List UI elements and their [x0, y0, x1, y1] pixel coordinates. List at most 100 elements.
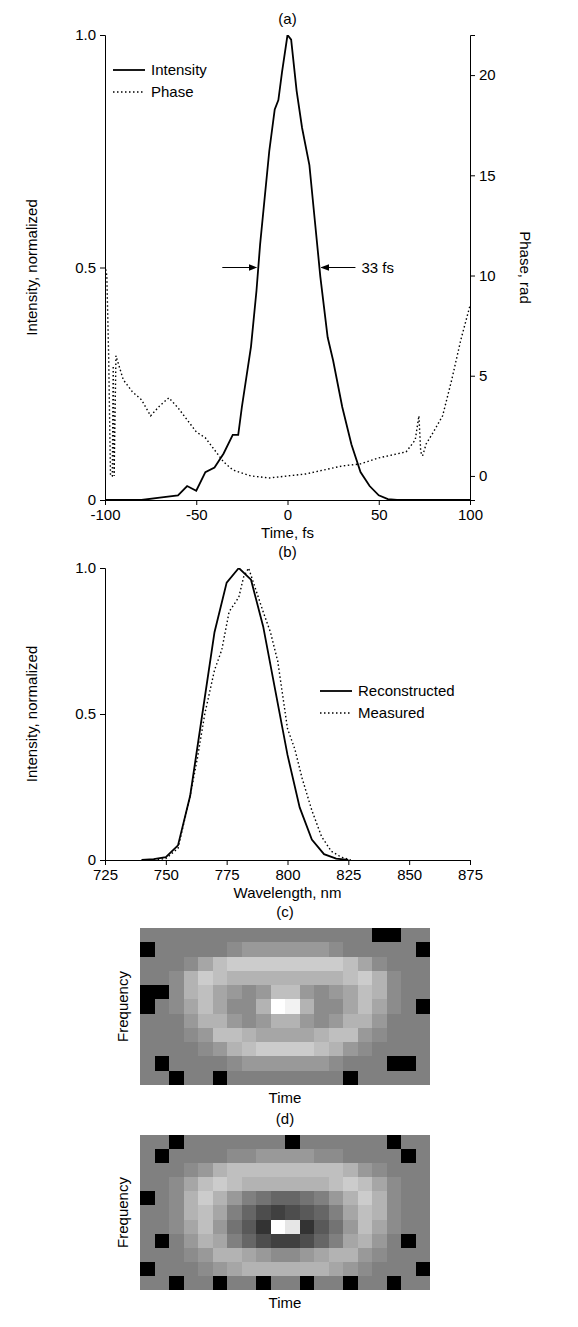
cell	[387, 1220, 402, 1235]
cell	[198, 985, 213, 1000]
cell	[401, 985, 416, 1000]
tick-mark	[100, 35, 105, 36]
cell	[140, 1276, 155, 1290]
cell	[198, 1276, 213, 1290]
plot-area	[142, 568, 351, 860]
cell	[242, 1042, 257, 1057]
cell	[416, 1042, 431, 1057]
cell	[213, 1149, 228, 1164]
cell	[358, 1056, 373, 1071]
cell	[198, 1042, 213, 1057]
cell	[329, 1248, 344, 1263]
legend-label: Measured	[358, 704, 425, 721]
cell	[416, 1177, 431, 1192]
cell	[372, 1149, 387, 1164]
cell	[387, 1163, 402, 1178]
cell	[300, 1014, 315, 1029]
tick-mark	[409, 860, 410, 865]
cell	[416, 985, 431, 1000]
cell	[184, 999, 199, 1014]
cell	[314, 957, 329, 972]
cell	[227, 1248, 242, 1263]
cell	[227, 1163, 242, 1178]
cell	[169, 1149, 184, 1164]
cell	[358, 1248, 373, 1263]
cell	[329, 985, 344, 1000]
cell	[169, 1042, 184, 1057]
legend-label: Intensity	[151, 61, 207, 78]
cell	[140, 1071, 155, 1085]
cell	[155, 1177, 170, 1192]
tick-mark	[470, 376, 475, 377]
cell	[285, 1163, 300, 1178]
cell	[285, 1135, 300, 1150]
cell	[169, 1163, 184, 1178]
cell	[416, 1276, 431, 1290]
cell	[256, 1276, 271, 1290]
cell	[242, 1071, 257, 1085]
cell	[271, 1042, 286, 1057]
cell	[416, 1220, 431, 1235]
cell	[227, 1149, 242, 1164]
cell	[329, 928, 344, 943]
cell	[285, 971, 300, 986]
cell	[155, 1248, 170, 1263]
tick: 20	[470, 66, 496, 83]
tick: 775	[215, 860, 240, 883]
cell	[314, 1071, 329, 1085]
cell	[169, 1234, 184, 1249]
cell	[285, 1262, 300, 1277]
cell	[300, 1163, 315, 1178]
cell	[213, 1262, 228, 1277]
cell	[184, 1071, 199, 1085]
cell	[300, 957, 315, 972]
tick-label: 0	[88, 491, 96, 508]
cell	[256, 1191, 271, 1206]
cell	[358, 1071, 373, 1085]
cell	[372, 1276, 387, 1290]
cell	[358, 957, 373, 972]
cell	[140, 1220, 155, 1235]
cell	[300, 1191, 315, 1206]
cell	[387, 1135, 402, 1150]
tick: 825	[336, 860, 361, 883]
cell	[169, 942, 184, 957]
tick-label: 10	[479, 267, 496, 284]
cell	[314, 1177, 329, 1192]
cell	[169, 1220, 184, 1235]
cell	[401, 1276, 416, 1290]
cell	[198, 1071, 213, 1085]
cell	[155, 999, 170, 1014]
cell	[140, 1248, 155, 1263]
cell	[343, 971, 358, 986]
cell	[358, 1276, 373, 1290]
cell	[314, 1042, 329, 1057]
y-axis-line	[100, 569, 106, 861]
cell	[213, 1028, 228, 1043]
tick-label: 0	[88, 851, 96, 868]
cell	[256, 1149, 271, 1164]
cell	[387, 928, 402, 943]
cell	[358, 1149, 373, 1164]
cell	[169, 1205, 184, 1220]
cell	[213, 1135, 228, 1150]
heatmap	[140, 1135, 430, 1290]
cell	[387, 1149, 402, 1164]
cell	[227, 985, 242, 1000]
cell	[155, 1234, 170, 1249]
cell	[155, 985, 170, 1000]
heatmap	[140, 928, 430, 1085]
cell	[213, 1205, 228, 1220]
x-axis: -100-50050100	[90, 500, 483, 523]
cell	[372, 1135, 387, 1150]
cell	[155, 1262, 170, 1277]
x-axis: 725750775800825850875	[93, 860, 483, 883]
cell	[300, 1056, 315, 1071]
cell	[184, 1135, 199, 1150]
cell	[184, 928, 199, 943]
cell	[140, 1149, 155, 1164]
cell	[271, 999, 286, 1014]
cell	[155, 1014, 170, 1029]
cell	[372, 1220, 387, 1235]
y-axis: 00.51.0	[75, 26, 105, 508]
